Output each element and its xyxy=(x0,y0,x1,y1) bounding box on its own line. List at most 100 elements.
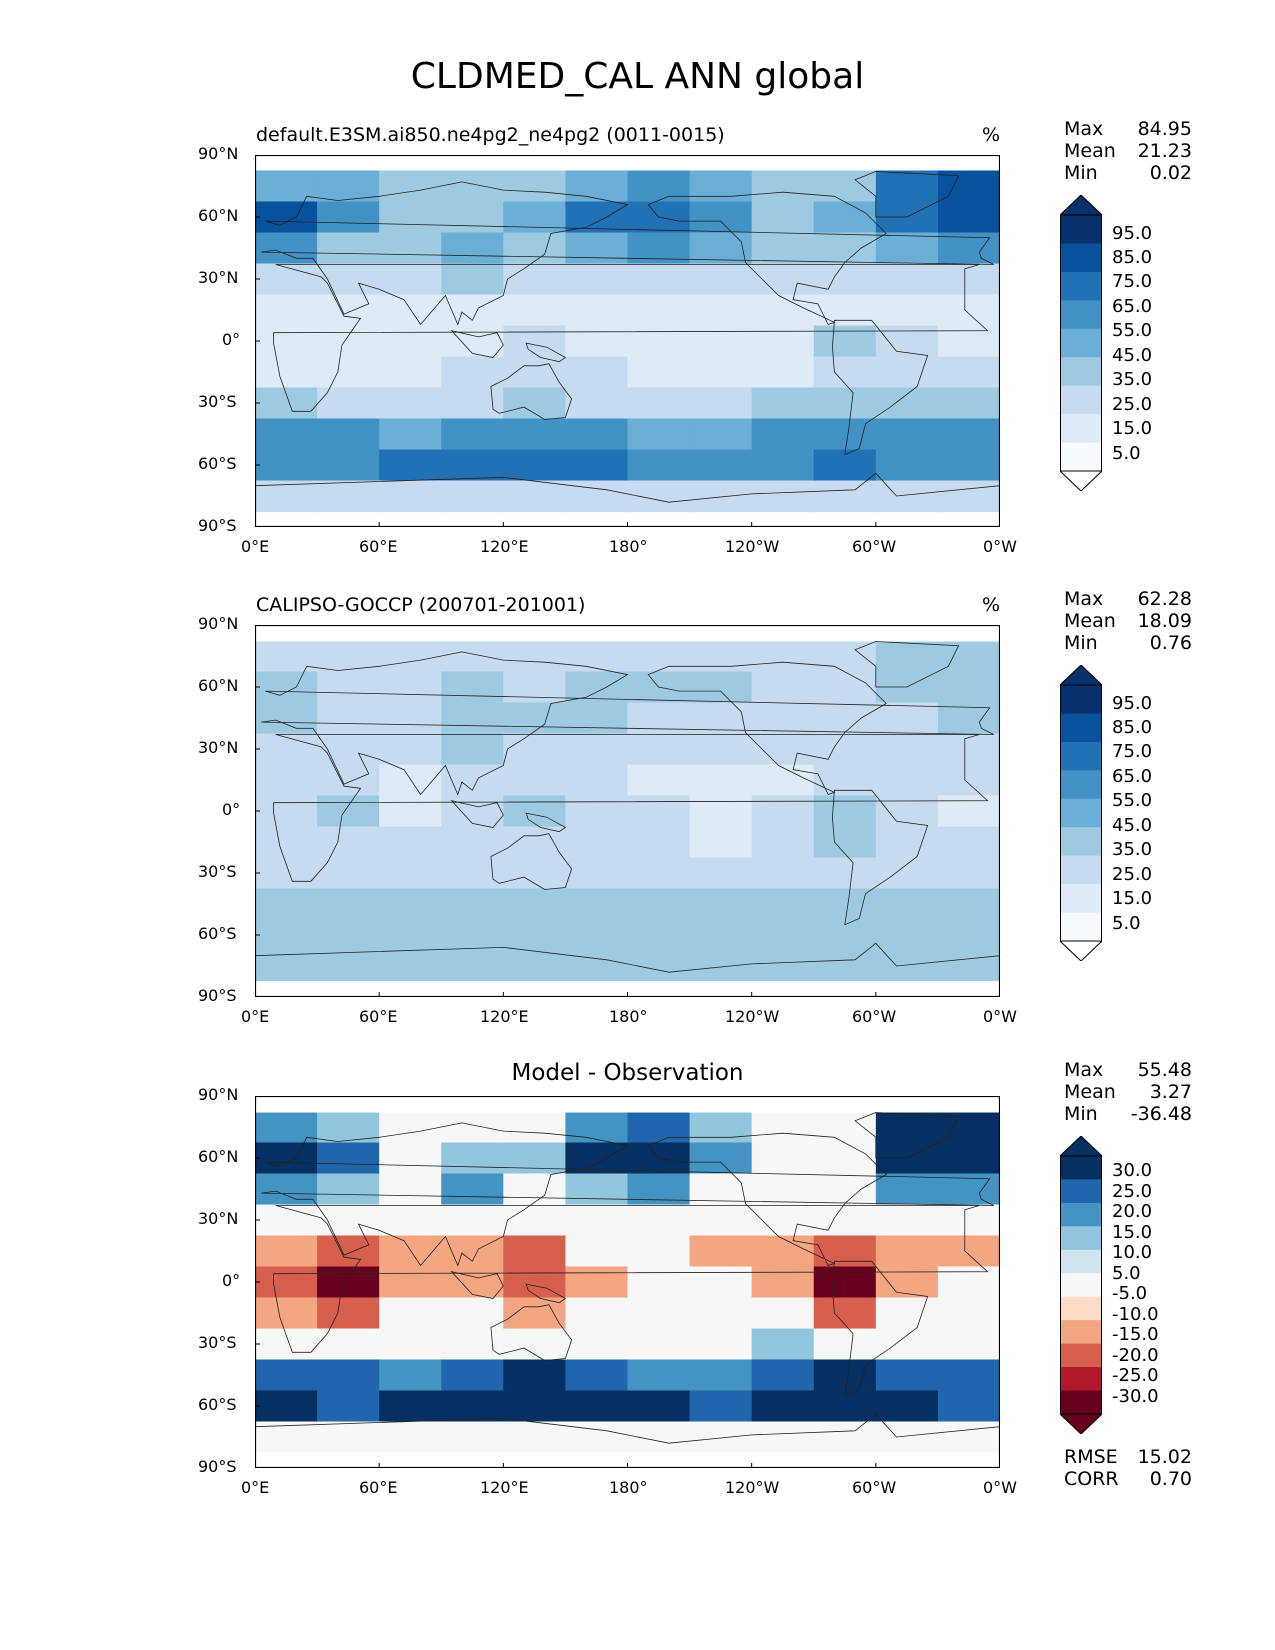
coastline xyxy=(854,1112,960,1159)
coastline xyxy=(450,330,504,358)
data-cell xyxy=(441,888,504,921)
data-cell xyxy=(379,325,442,358)
data-cell xyxy=(875,170,939,203)
data-cell xyxy=(689,826,753,859)
data-cell xyxy=(565,1266,629,1299)
data-cell xyxy=(937,826,1000,859)
lat-tick: 30°S xyxy=(198,1333,237,1352)
lon-tick: 120°W xyxy=(725,1478,780,1497)
data-cell xyxy=(441,1297,504,1330)
colorbar-label: 35.0 xyxy=(1112,369,1153,390)
data-cell xyxy=(317,1235,380,1268)
data-cell xyxy=(565,795,629,828)
data-cell xyxy=(875,480,939,513)
lon-tick: 60°W xyxy=(852,1007,897,1026)
data-cell xyxy=(255,1112,318,1144)
data-cell xyxy=(441,356,504,389)
data-cell xyxy=(937,325,1000,358)
data-cell xyxy=(565,325,629,358)
coastline xyxy=(525,812,567,833)
colorbar-swatch xyxy=(1060,1343,1102,1368)
data-cell xyxy=(565,1112,629,1144)
lat-tick: 0° xyxy=(222,1271,241,1290)
colorbar-swatch xyxy=(1060,1249,1102,1274)
data-cell xyxy=(441,1112,504,1144)
colorbar-label: 65.0 xyxy=(1112,296,1153,317)
lat-tick: 30°N xyxy=(198,1209,239,1228)
data-cell xyxy=(379,733,442,766)
coastline xyxy=(854,641,960,688)
data-cell xyxy=(503,1297,567,1330)
data-cell xyxy=(751,201,815,234)
data-cell xyxy=(689,232,753,265)
colorbar-label: 75.0 xyxy=(1112,271,1153,292)
colorbar-swatch xyxy=(1060,1320,1102,1345)
data-cell xyxy=(875,1112,939,1144)
data-cell xyxy=(255,919,318,952)
data-cell xyxy=(937,1390,1000,1423)
data-cell xyxy=(565,356,629,389)
data-cell xyxy=(627,1359,691,1392)
colorbar-label: 95.0 xyxy=(1112,693,1153,714)
data-cell xyxy=(317,480,380,513)
min-label: Min xyxy=(1064,1103,1098,1125)
stats-box: Max 55.48 Mean 3.27 Min -36.48 xyxy=(1064,1059,1192,1125)
colorbar-label: 65.0 xyxy=(1112,766,1153,787)
colorbar-swatch xyxy=(1060,243,1102,273)
map-observation xyxy=(255,625,1000,997)
data-cell xyxy=(565,1204,629,1237)
data-cell xyxy=(255,1390,318,1423)
data-cell xyxy=(379,641,442,673)
data-cell xyxy=(441,294,504,327)
coastline xyxy=(647,1132,887,1266)
data-cell xyxy=(441,1142,504,1175)
lat-tick: 90°S xyxy=(198,986,237,1005)
data-cell xyxy=(379,950,442,982)
data-cell xyxy=(751,170,815,203)
min-label: Min xyxy=(1064,162,1098,184)
data-cell xyxy=(937,733,1000,766)
data-cell xyxy=(627,170,691,203)
data-cell xyxy=(813,480,877,513)
data-cell xyxy=(813,1297,877,1330)
data-cell xyxy=(565,1235,629,1268)
lon-tick: 120°E xyxy=(480,1478,529,1497)
data-cell xyxy=(503,1173,567,1206)
data-cell xyxy=(813,641,877,673)
data-cell xyxy=(379,1359,442,1392)
data-cell xyxy=(875,919,939,952)
data-cell xyxy=(441,919,504,952)
data-cell xyxy=(689,294,753,327)
data-cell xyxy=(317,826,380,859)
colorbar-swatch xyxy=(1060,1390,1102,1415)
coastline xyxy=(854,171,960,218)
colorbar-frame xyxy=(1060,214,1102,472)
data-cell xyxy=(441,232,504,265)
data-cell xyxy=(813,356,877,389)
data-cell xyxy=(565,387,629,420)
data-cell xyxy=(441,671,504,704)
data-cell xyxy=(379,232,442,265)
data-cell xyxy=(379,1266,442,1299)
data-cell xyxy=(503,449,567,482)
data-cell xyxy=(627,387,691,420)
colorbar-label: 20.0 xyxy=(1112,1201,1153,1222)
data-cell xyxy=(751,702,815,735)
data-cell xyxy=(627,888,691,921)
data-cell xyxy=(689,1297,753,1330)
data-cell xyxy=(565,702,629,735)
data-cell xyxy=(627,1297,691,1330)
data-cell xyxy=(751,950,815,982)
data-cell xyxy=(255,232,318,265)
data-cell xyxy=(565,294,629,327)
data-cell xyxy=(255,1204,318,1237)
data-cell xyxy=(565,857,629,890)
data-cell xyxy=(317,1421,380,1453)
colorbar xyxy=(1060,1136,1102,1434)
colorbar-swatch xyxy=(1060,713,1102,743)
data-cell xyxy=(875,764,939,797)
data-cell xyxy=(441,950,504,982)
map-plot xyxy=(255,1096,1000,1468)
lon-tick: 60°W xyxy=(852,537,897,556)
data-cell xyxy=(565,1328,629,1361)
